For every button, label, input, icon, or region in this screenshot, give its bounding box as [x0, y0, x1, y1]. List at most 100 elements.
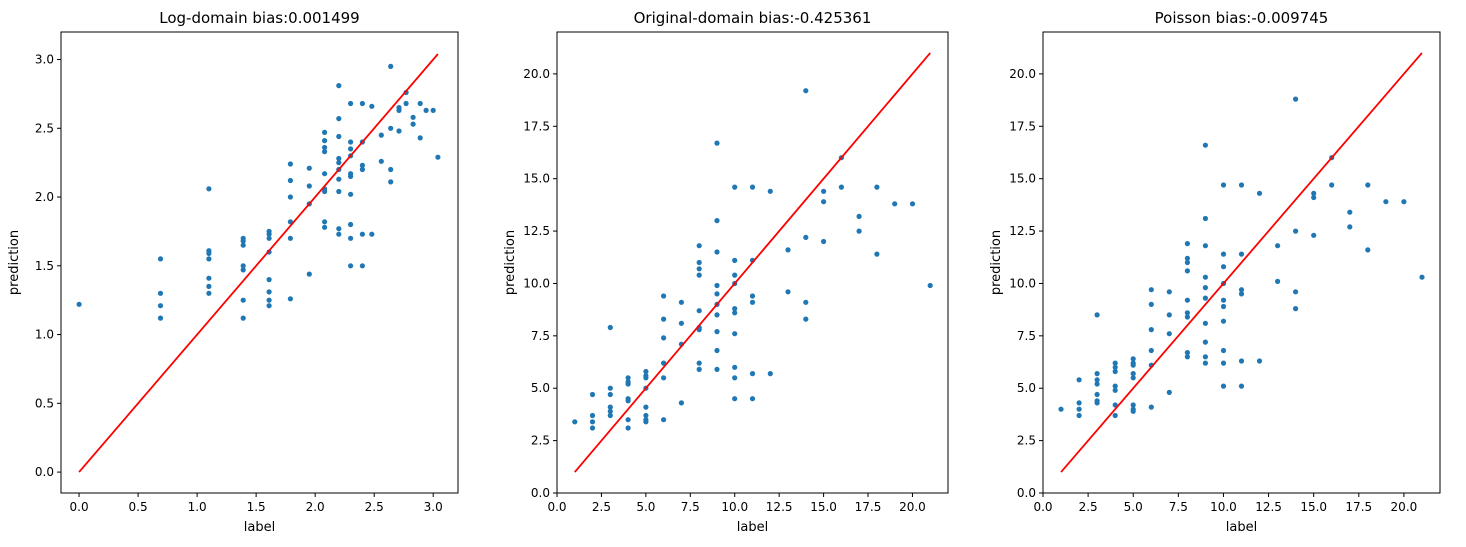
data-point	[732, 396, 738, 402]
x-tick-label: 15.0	[1300, 500, 1327, 514]
data-point	[1238, 251, 1245, 257]
data-point	[803, 234, 809, 240]
data-point	[661, 293, 667, 299]
data-point	[306, 271, 312, 277]
y-axis-label: prediction	[7, 230, 22, 295]
data-point	[643, 404, 649, 410]
data-point	[388, 166, 394, 173]
data-point	[696, 272, 702, 278]
data-point	[1220, 303, 1227, 310]
data-point	[1130, 362, 1136, 368]
data-point	[678, 400, 685, 406]
x-tick-label: 15.0	[810, 500, 837, 514]
data-point	[732, 375, 738, 381]
data-point	[322, 149, 328, 155]
y-tick-label: 2.5	[1017, 434, 1036, 448]
data-point	[369, 231, 375, 237]
data-point	[206, 256, 212, 262]
data-point	[378, 158, 384, 164]
data-point	[1130, 375, 1136, 381]
data-point	[732, 331, 738, 337]
data-point	[1365, 247, 1371, 253]
data-point	[1058, 406, 1064, 412]
y-tick-label: 5.0	[531, 381, 550, 395]
data-point	[607, 404, 613, 410]
data-point	[625, 417, 631, 423]
data-point	[1293, 96, 1299, 102]
data-point	[1329, 182, 1335, 188]
data-point	[749, 293, 756, 299]
data-point	[732, 184, 738, 190]
data-point	[1094, 312, 1100, 318]
data-point	[874, 251, 880, 257]
axes-frame	[60, 31, 459, 494]
data-point	[1311, 190, 1317, 196]
data-point	[206, 283, 212, 289]
data-point	[1166, 289, 1172, 295]
data-point	[240, 238, 246, 244]
data-point	[1076, 377, 1082, 383]
data-point	[678, 299, 685, 305]
data-point	[206, 250, 212, 256]
data-point	[1076, 400, 1082, 406]
data-point	[1202, 215, 1208, 222]
data-point	[359, 100, 365, 107]
data-point	[803, 88, 809, 94]
data-point	[1220, 347, 1227, 354]
data-point	[336, 133, 342, 140]
data-point	[1220, 264, 1227, 270]
data-point	[266, 303, 272, 309]
y-tick-label: 0.0	[1017, 486, 1036, 500]
x-tick-label: 1.5	[247, 500, 266, 514]
x-tick-label: 10.0	[721, 500, 748, 514]
y-tick-label: 20.0	[1009, 67, 1036, 81]
data-point	[714, 218, 720, 224]
data-point	[1094, 400, 1100, 406]
data-point	[322, 219, 328, 225]
y-axis-label: prediction	[503, 230, 518, 295]
x-tick-label: 17.5	[855, 500, 882, 514]
data-point	[348, 146, 354, 152]
data-point	[892, 201, 898, 207]
data-point	[396, 128, 402, 134]
data-point	[388, 125, 394, 131]
data-point	[266, 277, 272, 283]
data-point	[714, 366, 720, 372]
x-tick-label: 7.5	[681, 500, 700, 514]
data-point	[696, 327, 702, 333]
data-point	[322, 188, 328, 195]
data-point	[1256, 358, 1263, 364]
y-tick-label: 17.5	[523, 119, 550, 133]
data-point	[661, 375, 667, 381]
data-point	[1148, 287, 1154, 293]
data-point	[240, 263, 246, 269]
data-point	[749, 184, 756, 190]
data-point	[266, 235, 272, 241]
data-point	[1311, 194, 1317, 201]
data-point	[803, 299, 809, 305]
data-point	[625, 398, 631, 404]
data-point	[417, 135, 423, 141]
data-point	[306, 183, 312, 189]
identity-line	[1060, 52, 1423, 473]
data-point	[643, 368, 649, 375]
data-point	[1238, 182, 1245, 188]
data-point	[206, 186, 212, 192]
data-point	[396, 107, 402, 113]
data-point	[1311, 232, 1317, 238]
data-point	[423, 107, 429, 113]
subplot-original-domain: 0.0 2.5 5.0 7.5 10.0 12.5 15.0 17.5 20.0 0.0 2.5 5.…	[503, 9, 949, 535]
data-point	[306, 165, 312, 171]
data-point	[348, 139, 354, 145]
x-tick-label: 2.5	[592, 500, 611, 514]
y-tick-label: 2.0	[35, 190, 54, 204]
x-tick-label: 0.0	[1033, 500, 1052, 514]
x-tick-label: 20.0	[899, 500, 926, 514]
data-point	[696, 308, 702, 314]
data-point	[287, 235, 293, 241]
scatter-points	[1058, 96, 1425, 419]
data-point	[661, 335, 667, 341]
y-tick-label: 7.5	[531, 329, 550, 343]
data-point	[714, 291, 720, 297]
